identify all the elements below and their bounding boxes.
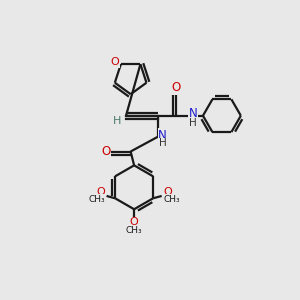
Text: N: N xyxy=(189,107,197,120)
Text: O: O xyxy=(101,145,111,158)
Text: CH₃: CH₃ xyxy=(163,195,180,204)
Text: H: H xyxy=(159,138,167,148)
Text: O: O xyxy=(163,187,172,197)
Text: H: H xyxy=(112,116,121,127)
Text: N: N xyxy=(158,129,167,142)
Text: O: O xyxy=(130,218,139,227)
Text: O: O xyxy=(111,57,119,67)
Text: O: O xyxy=(96,187,105,197)
Text: H: H xyxy=(189,118,197,128)
Text: CH₃: CH₃ xyxy=(88,195,105,204)
Text: CH₃: CH₃ xyxy=(126,226,142,235)
Text: O: O xyxy=(171,82,180,94)
